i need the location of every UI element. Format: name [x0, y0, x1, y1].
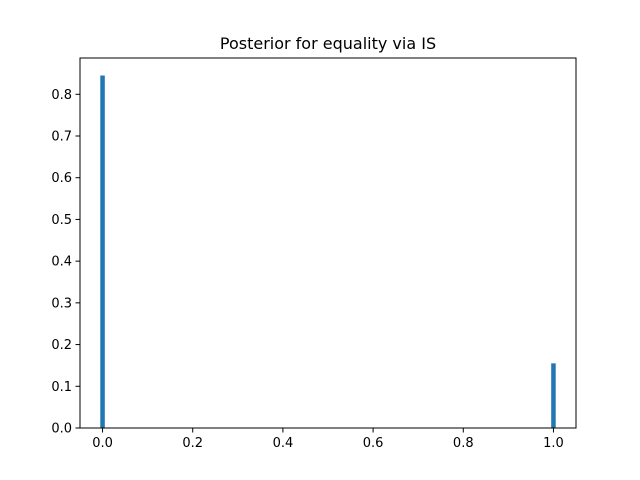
plot-frame	[79, 57, 577, 429]
y-tick-label-3: 0.3	[51, 296, 72, 311]
chart-title: Posterior for equality via IS	[220, 34, 436, 53]
x-tick-label-5: 1.0	[543, 436, 564, 451]
y-tick-label-7: 0.7	[51, 130, 72, 145]
y-tick-label-8: 0.8	[51, 88, 72, 103]
x-tick-label-1: 0.2	[182, 436, 203, 451]
x-tick-label-0: 0.0	[92, 436, 113, 451]
x-axis: 0.0 0.2 0.4 0.6 0.8 1.0	[92, 428, 564, 451]
x-tick-label-3: 0.6	[363, 436, 384, 451]
y-tick-label-5: 0.5	[51, 213, 72, 228]
x-tick-label-4: 0.8	[453, 436, 474, 451]
y-tick-label-2: 0.2	[51, 338, 72, 353]
bars	[100, 75, 556, 429]
y-tick-label-4: 0.4	[51, 255, 72, 270]
y-tick-label-1: 0.1	[51, 380, 72, 395]
y-tick-label-6: 0.6	[51, 171, 72, 186]
bar-0	[100, 75, 105, 429]
bar-1	[551, 363, 556, 428]
y-tick-label-0: 0.0	[51, 422, 72, 437]
x-tick-label-2: 0.4	[273, 436, 294, 451]
y-axis: 0.0 0.1 0.2 0.3 0.4 0.5 0.6 0.7 0.8	[51, 88, 80, 437]
